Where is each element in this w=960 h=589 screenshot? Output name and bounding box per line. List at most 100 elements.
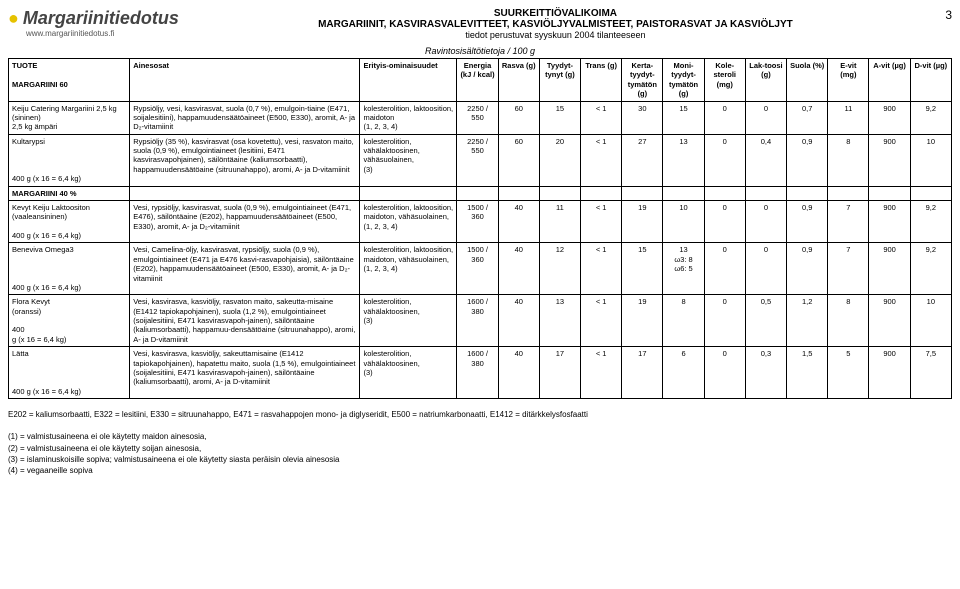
cell-value: 0 [704, 347, 745, 399]
cell-value: 0,4 [745, 134, 786, 186]
cell-value: 0 [704, 295, 745, 347]
cell-ingredients: Rypsiöljy (35 %), kasvirasvat (osa kovet… [130, 134, 360, 186]
cell-value: 0,9 [787, 134, 828, 186]
section-row: MARGARIINI 40 % [9, 186, 952, 200]
col-trans: Trans (g) [581, 59, 622, 102]
cell-value: < 1 [581, 101, 622, 134]
section-empty-cell [745, 186, 786, 200]
cell-value: 11 [828, 101, 869, 134]
cell-value: < 1 [581, 347, 622, 399]
cell-product: Kevyt Keiju Laktoositon (vaaleansininen)… [9, 200, 130, 243]
cell-value: 1600 / 380 [457, 295, 498, 347]
cell-value: 0,9 [787, 200, 828, 243]
cell-value: 2250 / 550 [457, 101, 498, 134]
cell-special: kolesterolition, laktoosition, maidoton,… [360, 243, 457, 295]
cell-value: 0 [745, 101, 786, 134]
cell-value: 2250 / 550 [457, 134, 498, 186]
cell-value: 40 [498, 347, 539, 399]
cell-value: 11 [539, 200, 580, 243]
section-label-cell: MARGARIINI 40 % [9, 186, 130, 200]
section-empty-cell [457, 186, 498, 200]
cell-special: kolesterolition, vähälaktoosinen, (3) [360, 295, 457, 347]
cell-value: < 1 [581, 243, 622, 295]
cell-value: 13 ω3: 8 ω6: 5 [663, 243, 704, 295]
col-ingredients: Ainesosat [130, 59, 360, 102]
cell-value: 60 [498, 134, 539, 186]
cell-value: 0 [704, 101, 745, 134]
cell-value: < 1 [581, 200, 622, 243]
cell-ingredients: Vesi, rypsiöljy, kasvirasvat, suola (0,9… [130, 200, 360, 243]
table-body: Keiju Catering Margariini 2,5 kg (sinine… [9, 101, 952, 399]
cell-value: 13 [663, 134, 704, 186]
cell-value: 1,2 [787, 295, 828, 347]
footnote-2: (2) = valmistusaineena ei ole käytetty s… [8, 443, 952, 454]
section-empty-cell [828, 186, 869, 200]
cell-ingredients: Vesi, kasvirasva, kasviöljy, rasvaton ma… [130, 295, 360, 347]
cell-product: Flora Kevyt (oranssi) 400 g (x 16 = 6,4 … [9, 295, 130, 347]
cell-value: 19 [622, 200, 663, 243]
cell-value: 40 [498, 200, 539, 243]
section-empty-cell [130, 186, 360, 200]
cell-value: 27 [622, 134, 663, 186]
col-lact: Lak-toosi (g) [745, 59, 786, 102]
cell-value: 900 [869, 101, 910, 134]
header-titles: SUURKEITTIÖVALIKOIMA MARGARIINIT, KASVIR… [179, 8, 932, 40]
nutrition-table: TUOTE MARGARIINI 60 Ainesosat Erityis-om… [8, 58, 952, 399]
logo-main: Margariinitiedotus [8, 8, 179, 29]
table-row: Keiju Catering Margariini 2,5 kg (sinine… [9, 101, 952, 134]
cell-value: 17 [539, 347, 580, 399]
title-line-1: SUURKEITTIÖVALIKOIMA [179, 8, 932, 19]
cell-product: Keiju Catering Margariini 2,5 kg (sinine… [9, 101, 130, 134]
page-number: 3 [932, 8, 952, 22]
cell-value: 40 [498, 243, 539, 295]
footnote-3: (3) = islaminuskoisille sopiva; valmistu… [8, 454, 952, 465]
cell-product: Lätta 400 g (x 16 = 6,4 kg) [9, 347, 130, 399]
cell-value: 0 [745, 243, 786, 295]
cell-value: 17 [622, 347, 663, 399]
cell-value: 9,2 [910, 243, 951, 295]
cell-value: 9,2 [910, 101, 951, 134]
cell-value: 60 [498, 101, 539, 134]
cell-value: 1600 / 380 [457, 347, 498, 399]
col-avit: A-vit (µg) [869, 59, 910, 102]
cell-value: 900 [869, 200, 910, 243]
footnote-1: (1) = valmistusaineena ei ole käytetty m… [8, 431, 952, 442]
col-product: TUOTE MARGARIINI 60 [9, 59, 130, 102]
cell-product: Kultarypsi 400 g (x 16 = 6,4 kg) [9, 134, 130, 186]
cell-value: 9,2 [910, 200, 951, 243]
cell-value: 0 [704, 200, 745, 243]
cell-value: 8 [828, 134, 869, 186]
cell-value: 0,7 [787, 101, 828, 134]
cell-value: 19 [622, 295, 663, 347]
title-line-3: tiedot perustuvat syyskuun 2004 tilantee… [179, 30, 932, 40]
cell-value: 0 [704, 243, 745, 295]
section-empty-cell [360, 186, 457, 200]
table-row: Kultarypsi 400 g (x 16 = 6,4 kg)Rypsiölj… [9, 134, 952, 186]
cell-value: 15 [622, 243, 663, 295]
col-energy: Energia (kJ / kcal) [457, 59, 498, 102]
section-empty-cell [498, 186, 539, 200]
cell-value: 900 [869, 243, 910, 295]
cell-value: 7 [828, 243, 869, 295]
cell-value: 900 [869, 295, 910, 347]
col-product-b: MARGARIINI 60 [12, 80, 68, 89]
cell-value: 10 [663, 200, 704, 243]
cell-value: 10 [910, 295, 951, 347]
cell-value: < 1 [581, 295, 622, 347]
col-mono: Kerta-tyydyt-tymätön (g) [622, 59, 663, 102]
col-salt: Suola (%) [787, 59, 828, 102]
cell-value: 7,5 [910, 347, 951, 399]
cell-value: 8 [828, 295, 869, 347]
cell-value: 20 [539, 134, 580, 186]
cell-ingredients: Vesi, Camelina-öljy, kasvirasvat, rypsiö… [130, 243, 360, 295]
col-poly: Moni-tyydyt-tymätön (g) [663, 59, 704, 102]
page-header: Margariinitiedotus www.margariinitiedotu… [8, 8, 952, 40]
section-empty-cell [869, 186, 910, 200]
footer: E202 = kaliumsorbaatti, E322 = lesitiini… [8, 409, 952, 476]
col-sat: Tyydyt-tynyt (g) [539, 59, 580, 102]
col-special: Erityis-ominaisuudet [360, 59, 457, 102]
table-head: TUOTE MARGARIINI 60 Ainesosat Erityis-om… [9, 59, 952, 102]
table-row: Beneviva Omega3 400 g (x 16 = 6,4 kg)Ves… [9, 243, 952, 295]
cell-value: 10 [910, 134, 951, 186]
section-empty-cell [663, 186, 704, 200]
